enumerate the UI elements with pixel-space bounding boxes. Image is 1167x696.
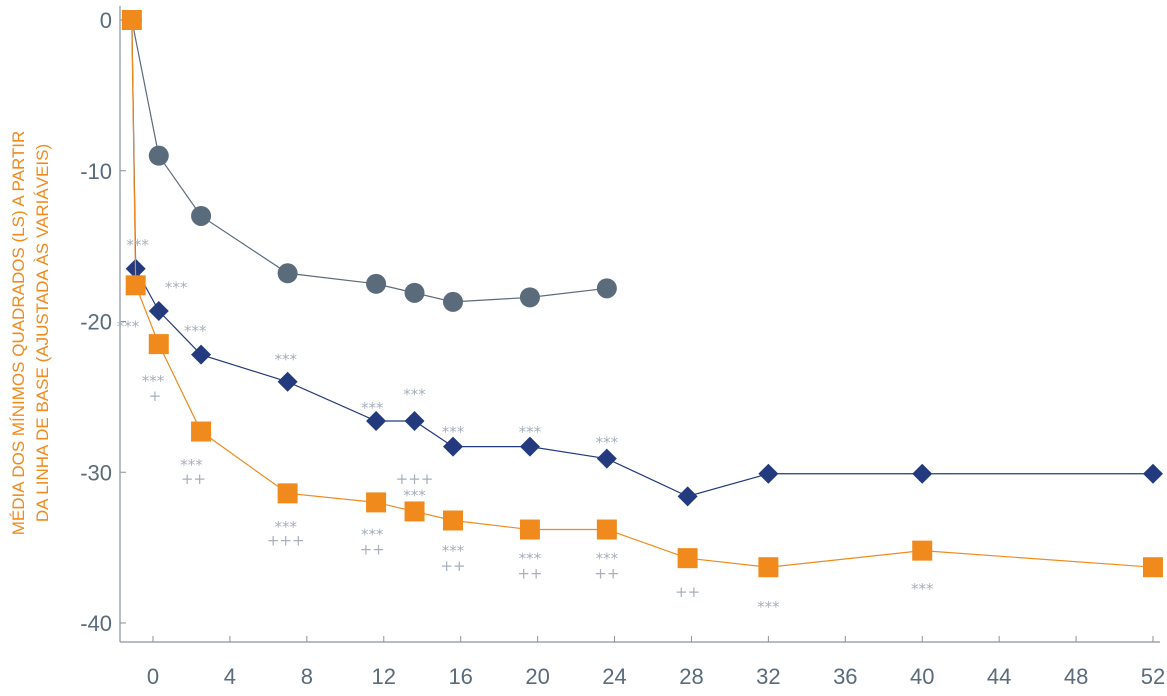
y-axis-label: MÉDIA DOS MÍNIMOS QUADRADOS (LS) A PARTI…	[9, 131, 52, 536]
y-tick-label: -10	[80, 159, 112, 184]
x-tick-label: 32	[756, 664, 780, 689]
series-gray	[121, 10, 617, 312]
y-axis-label-line-1: MÉDIA DOS MÍNIMOS QUADRADOS (LS) A PARTI…	[9, 131, 28, 536]
significance-annotation: +++	[267, 532, 305, 550]
significance-annotation: ++	[360, 541, 385, 559]
data-point-circle	[277, 263, 298, 284]
data-point-square	[912, 540, 933, 561]
data-point-diamond	[148, 300, 169, 321]
x-tick-label: 28	[679, 664, 703, 689]
significance-annotation: ***	[757, 598, 780, 616]
data-point-diamond	[912, 463, 933, 484]
significance-annotation: ++	[517, 565, 542, 583]
significance-annotation: ***	[519, 550, 542, 568]
data-point-diamond	[677, 486, 698, 507]
significance-annotation: ***	[519, 423, 542, 441]
significance-annotation: ***	[596, 550, 619, 568]
y-tick-label: 0	[100, 8, 112, 33]
data-point-circle	[404, 282, 425, 303]
axes: 0-10-20-30-400 4 8 12 16 20 24 28 32 36 40 44 48 52	[80, 6, 1165, 689]
y-tick-label: -30	[80, 460, 112, 485]
x-tick-label: 40	[910, 664, 934, 689]
data-point-diamond	[366, 410, 387, 431]
significance-annotation: ***	[911, 580, 934, 598]
x-tick-label: 36	[833, 664, 857, 689]
x-tick-label: 4	[224, 664, 236, 689]
y-axis-label-line-2: DA LINHA DE BASE (AJUSTADA ÀS VARIÁVEIS)	[33, 144, 52, 522]
x-tick-label: 12	[372, 664, 396, 689]
y-tick-label: -20	[80, 310, 112, 335]
data-point-square	[519, 519, 540, 540]
significance-annotation: +++	[396, 470, 434, 488]
data-point-square	[366, 492, 387, 513]
x-tick-label: 16	[448, 664, 472, 689]
significance-annotation: ***	[165, 278, 188, 296]
series-line-orange	[131, 19, 1154, 568]
data-point-square	[191, 421, 212, 442]
data-point-diamond	[277, 371, 298, 392]
significance-annotation: ***	[361, 399, 384, 417]
significance-annotation: ***	[442, 542, 465, 560]
data-point-diamond	[191, 344, 212, 365]
data-point-circle	[191, 205, 212, 226]
significance-annotation: ***	[274, 518, 297, 536]
data-point-square	[596, 519, 617, 540]
significance-annotation: ***	[180, 456, 203, 474]
significance-annotation: ***	[442, 423, 465, 441]
significance-annotation: +	[149, 387, 162, 405]
data-point-circle	[519, 287, 540, 308]
significance-annotation: ***	[117, 318, 140, 336]
data-point-diamond	[404, 410, 425, 431]
significance-annotation: ***	[184, 322, 207, 340]
y-tick-label: -40	[80, 611, 112, 636]
data-point-diamond	[443, 436, 463, 457]
significance-annotation: ***	[361, 526, 384, 544]
data-point-square	[443, 510, 463, 531]
x-tick-label: 48	[1064, 664, 1088, 689]
series-orange	[121, 10, 1163, 578]
significance-annotation: ***	[126, 236, 149, 254]
series-layer	[121, 10, 1163, 578]
data-point-square	[758, 557, 779, 578]
data-point-diamond	[1143, 463, 1163, 484]
significance-annotation: ***	[403, 486, 426, 504]
significance-annotation: ++	[594, 565, 619, 583]
data-point-square	[125, 275, 146, 296]
data-point-square	[404, 501, 425, 522]
data-point-circle	[366, 273, 387, 294]
data-point-square	[121, 10, 142, 30]
significance-annotation: ++	[181, 470, 206, 488]
significance-annotation: ++	[440, 557, 465, 575]
series-line-navy	[131, 19, 1153, 498]
data-point-square	[677, 548, 698, 569]
x-tick-label: 44	[987, 664, 1011, 689]
data-point-square	[277, 483, 298, 504]
data-point-circle	[443, 291, 463, 312]
annotations: ********* ******+************ *********++ +…	[117, 236, 934, 616]
data-point-diamond	[758, 463, 779, 484]
data-point-square	[1143, 557, 1163, 578]
data-point-diamond	[519, 436, 540, 457]
significance-annotation: ***	[403, 385, 426, 403]
significance-annotation: ***	[596, 434, 619, 452]
series-navy	[121, 10, 1163, 507]
data-point-circle	[148, 145, 169, 166]
significance-annotation: ***	[142, 372, 165, 390]
x-tick-label: 0	[147, 664, 159, 689]
series-line-gray	[131, 19, 607, 303]
x-tick-label: 20	[525, 664, 549, 689]
data-point-circle	[596, 278, 617, 299]
x-tick-label: 24	[602, 664, 626, 689]
data-point-square	[148, 334, 169, 355]
x-tick-label: 8	[301, 664, 313, 689]
data-point-diamond	[596, 448, 617, 469]
x-tick-label: 52	[1141, 664, 1165, 689]
significance-annotation: ***	[274, 351, 297, 369]
significance-annotation: ++	[675, 583, 700, 601]
